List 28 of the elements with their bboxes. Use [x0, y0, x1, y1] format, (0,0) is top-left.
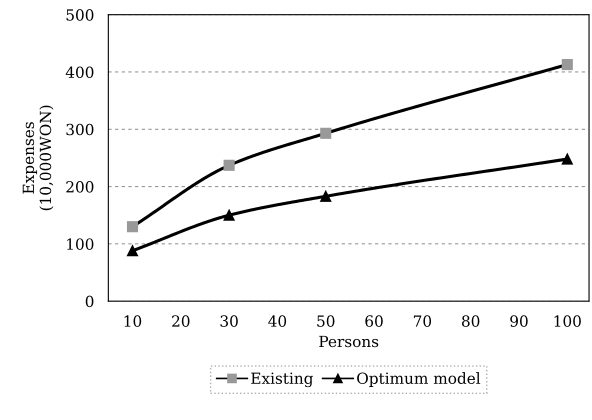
- point: [320, 128, 332, 139]
- x-axis-title: Persons: [319, 336, 378, 348]
- y-tick-label: 200: [66, 181, 94, 193]
- x-tick-label: 20: [172, 315, 190, 327]
- x-tick-label: 50: [317, 315, 334, 327]
- y-tick-label: 0: [86, 296, 94, 308]
- x-tick-label: 10: [124, 315, 142, 327]
- legend-label: Existing: [251, 372, 314, 388]
- x-tick-label: 30: [220, 315, 238, 327]
- point: [224, 210, 235, 221]
- y-tick-label: 300: [66, 124, 94, 136]
- y-axis-title: Expenses (10,000WON): [22, 106, 54, 210]
- x-tick-label: 90: [510, 315, 528, 327]
- x-tick-label: 40: [268, 315, 286, 327]
- y-tick-label: 100: [67, 238, 94, 250]
- y-tick-label: 400: [66, 66, 94, 78]
- point: [224, 160, 235, 171]
- point: [320, 190, 332, 202]
- x-tick-label: 100: [554, 315, 581, 327]
- y-tick-label: 500: [66, 9, 94, 21]
- x-tick-label: 70: [414, 315, 432, 327]
- legend-label: Optimum model: [357, 372, 480, 387]
- point: [126, 245, 138, 256]
- point: [562, 154, 573, 165]
- point: [126, 221, 138, 232]
- x-tick-label: 80: [462, 315, 480, 327]
- x-tick-label: 60: [365, 315, 383, 327]
- point: [562, 58, 573, 70]
